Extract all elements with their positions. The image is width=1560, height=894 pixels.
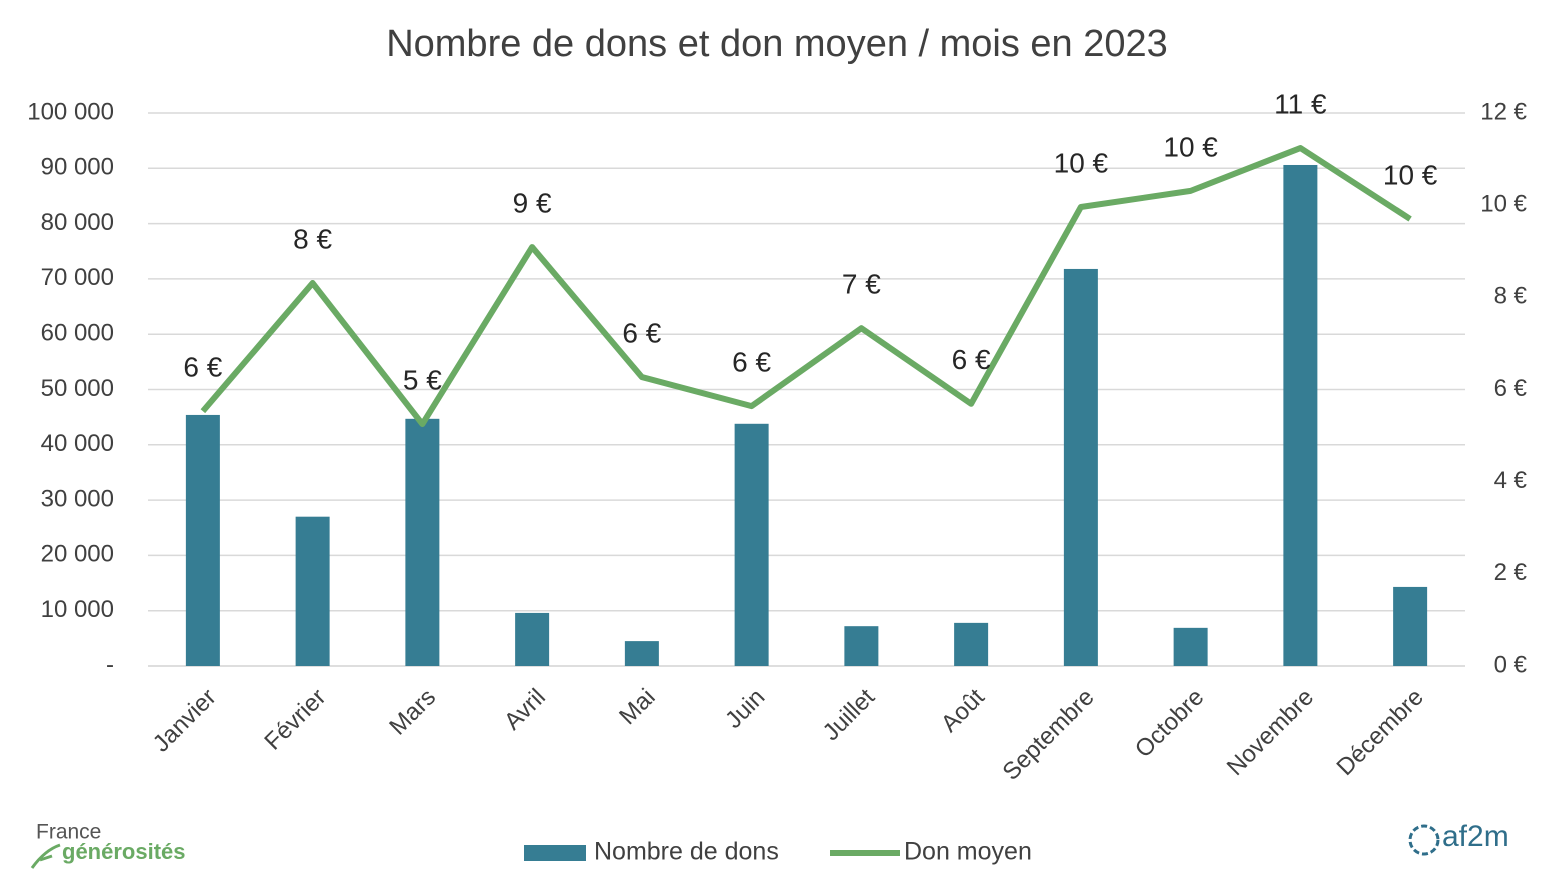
data-label: 10 € (1383, 159, 1438, 190)
logo-text: af2m (1442, 820, 1509, 853)
legend-label: Nombre de dons (594, 838, 779, 866)
bar (515, 612, 550, 666)
bar (1063, 268, 1098, 666)
bar (405, 418, 440, 666)
y-tick-label: 90 000 (41, 154, 114, 181)
data-label: 6 € (732, 346, 771, 377)
x-tick-label: Mars (384, 684, 441, 741)
bar (295, 516, 330, 666)
data-label: 9 € (513, 187, 552, 218)
x-tick-label: Juin (720, 684, 770, 734)
y2-tick-label: 2 € (1494, 559, 1528, 586)
legend-swatch (524, 845, 586, 861)
data-label: 5 € (403, 364, 442, 395)
y2-tick-label: 4 € (1494, 467, 1528, 494)
x-tick-label: Mai (614, 684, 660, 730)
x-tick-label: Septembre (997, 684, 1099, 786)
y-tick-label: 60 000 (41, 320, 114, 347)
line (200, 145, 1412, 428)
y-tick-label: 30 000 (41, 485, 114, 512)
bar (1393, 586, 1428, 666)
y-tick-label: 40 000 (41, 430, 114, 457)
x-tick-label: Décembre (1331, 684, 1428, 781)
y-tick-label: - (106, 651, 114, 678)
data-label: 6 € (622, 317, 661, 348)
x-tick-label: Janvier (148, 684, 222, 758)
x-tick-label: Avril (499, 684, 551, 736)
logo-text: France (36, 821, 101, 844)
y-tick-label: 20 000 (41, 541, 114, 568)
y-tick-label: 50 000 (41, 375, 114, 402)
bar (734, 423, 769, 666)
x-tick-label: Février (259, 684, 331, 756)
bar (844, 626, 879, 666)
data-label: 11 € (1274, 88, 1327, 119)
logo-text: générosités (62, 839, 186, 864)
bar (1173, 627, 1208, 666)
logo-icon (1408, 824, 1440, 856)
y2-tick-label: 6 € (1494, 375, 1528, 402)
y2-tick-label: 8 € (1494, 283, 1528, 310)
bar (624, 641, 659, 666)
bar (185, 414, 220, 666)
x-tick-label: Novembre (1222, 684, 1319, 781)
y-tick-label: 80 000 (41, 209, 114, 236)
bar (1283, 164, 1318, 666)
data-label: 10 € (1054, 147, 1109, 178)
x-tick-label: Juillet (818, 683, 881, 746)
data-label: 8 € (293, 223, 332, 254)
chart-title: Nombre de dons et don moyen / mois en 20… (386, 23, 1168, 65)
logo-icon (30, 843, 61, 869)
legend-label: Don moyen (904, 838, 1032, 866)
data-label: 6 € (952, 344, 991, 375)
data-label: 10 € (1163, 131, 1218, 162)
y2-tick-label: 0 € (1494, 651, 1528, 678)
x-tick-label: Octobre (1130, 684, 1209, 763)
data-label: 6 € (183, 352, 222, 383)
x-tick-label: Août (936, 683, 990, 737)
y2-tick-label: 10 € (1480, 191, 1527, 218)
y-tick-label: 10 000 (41, 596, 114, 623)
data-label: 7 € (842, 269, 881, 300)
bar (954, 622, 989, 666)
y-tick-label: 100 000 (27, 98, 114, 125)
y-tick-label: 70 000 (41, 264, 114, 291)
y2-tick-label: 12 € (1480, 98, 1527, 125)
